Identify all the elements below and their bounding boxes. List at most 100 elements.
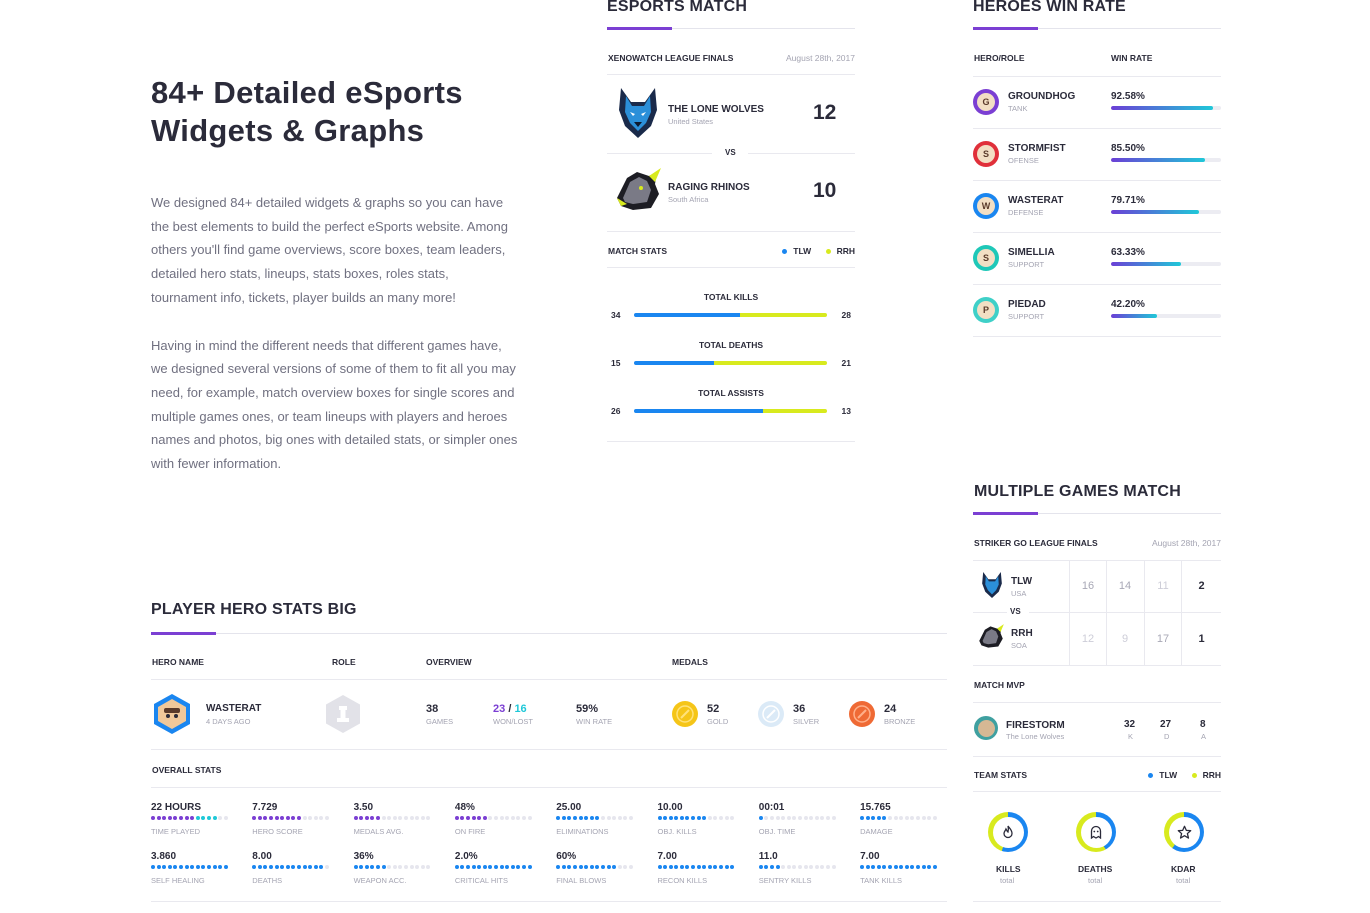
overall-stat-value: 60% (556, 851, 577, 862)
hero-name[interactable]: STORMFIST (1008, 143, 1066, 154)
hero-role: DEFENSE (1008, 208, 1044, 217)
hero-avatar: G (973, 89, 999, 115)
hero-name[interactable]: SIMELLIA (1008, 247, 1055, 258)
hero-name[interactable]: WASTERAT (1008, 195, 1064, 206)
hero-win-rate: 79.71% (1111, 195, 1145, 206)
overall-stat-dots (556, 816, 633, 820)
hero-role: OFENSE (1008, 156, 1039, 165)
divider (973, 560, 1221, 561)
vs-divider-right (1029, 612, 1069, 613)
overall-stat-label: CRITICAL HITS (454, 876, 508, 885)
rrh-legend-dot (825, 249, 831, 255)
multiple-games-widget: MULTIPLE GAMES MATCH STRIKER GO LEAGUE F… (973, 480, 1221, 905)
team1-total: 2 (1181, 560, 1221, 612)
league-name: STRIKER GO LEAGUE FINALS (974, 538, 1098, 548)
mvp-deaths: 27 (1160, 719, 1172, 730)
wolf-logo-icon[interactable] (615, 86, 661, 140)
overall-stat-value: 8.00 (252, 851, 272, 862)
stat-left-value: 26 (611, 406, 621, 416)
win-rate-bar-fill (1111, 158, 1206, 162)
vs-divider-left (973, 612, 1007, 613)
overall-stat-dots (252, 816, 330, 820)
role-defense-icon (324, 694, 362, 734)
overall-stat-value: 3.860 (151, 851, 177, 862)
divider (973, 901, 1221, 902)
team2-total: 1 (1181, 613, 1221, 665)
gold-label: GOLD (707, 717, 729, 726)
overall-stat-value: 36% (353, 851, 374, 862)
mvp-name[interactable]: FIRESTORM (1006, 720, 1065, 731)
hero-avatar (151, 693, 193, 735)
kills-ring (988, 812, 1028, 852)
match-date: August 28th, 2017 (785, 53, 855, 63)
overall-stat-value: 25.00 (556, 802, 582, 813)
intro-section: 84+ Detailed eSports Widgets & Graphs We… (151, 74, 521, 476)
divider (151, 901, 947, 902)
overall-stat-dots (252, 865, 330, 869)
stat-bar-tlw (634, 313, 740, 317)
hero-name[interactable]: WASTERAT (206, 703, 262, 714)
col-role: ROLE (332, 657, 356, 667)
overall-stat-value: 7.00 (657, 851, 677, 862)
win-rate-bar (1111, 314, 1221, 318)
hero-name[interactable]: PIEDAD (1008, 299, 1046, 310)
stat-label: TOTAL KILLS (703, 292, 759, 302)
win-rate-bar-fill (1111, 314, 1158, 318)
col-hero-name: HERO NAME (152, 657, 204, 667)
match-mvp-label: MATCH MVP (974, 680, 1025, 690)
game3-team2-score: 17 (1144, 613, 1181, 665)
team2-country: SOA (1011, 641, 1027, 650)
game3-team1-score: 11 (1144, 560, 1181, 612)
overall-stat-value: 00:01 (758, 802, 785, 813)
intro-paragraph-2: Having in mind the different needs that … (151, 337, 518, 472)
divider (607, 441, 855, 442)
overall-stat-dots (860, 865, 937, 869)
team1-abbr[interactable]: TLW (1011, 576, 1033, 587)
team2-name[interactable]: RAGING RHINOS (668, 182, 750, 193)
overall-stat-dots (454, 816, 532, 820)
hero-avatar: S (973, 245, 999, 271)
esports-match-widget: ESPORTS MATCH XENOWATCH LEAGUE FINALS Au… (607, 0, 855, 445)
games-label: GAMES (426, 717, 454, 726)
heading-rule (973, 513, 1221, 514)
ghost-icon (1090, 825, 1102, 839)
overall-stat-label: OBJ. TIME (758, 827, 796, 836)
player-hero-stats-heading: PLAYER HERO STATS BIG (151, 601, 357, 618)
bronze-label: BRONZE (884, 717, 916, 726)
overall-stat-label: OBJ. KILLS (657, 827, 697, 836)
rhino-logo-icon[interactable] (613, 168, 663, 214)
overall-stat-label: TANK KILLS (860, 876, 903, 885)
win-rate-bar-fill (1111, 262, 1181, 266)
heading-accent (973, 512, 1038, 515)
won-lost-label: WON/LOST (493, 717, 534, 726)
overall-stats-label: OVERALL STATS (152, 765, 222, 775)
divider (151, 679, 947, 680)
deaths-ring-sub: total (1088, 876, 1103, 885)
divider (973, 791, 1221, 792)
heroes-win-rate-heading: HEROES WIN RATE (973, 0, 1126, 15)
team1-name[interactable]: THE LONE WOLVES (668, 104, 764, 115)
overall-stat-label: DAMAGE (860, 827, 893, 836)
team2-abbr[interactable]: RRH (1011, 628, 1033, 639)
win-rate-label: WIN RATE (576, 717, 613, 726)
overall-stat-label: RECON KILLS (657, 876, 708, 885)
gold-count: 52 (707, 703, 720, 715)
stat-right-value: 13 (841, 406, 851, 416)
hero-avatar: S (973, 141, 999, 167)
overall-stat-value: 11.0 (758, 851, 778, 862)
heading-rule (607, 28, 855, 29)
overall-stat-label: MEDALS AVG. (353, 827, 404, 836)
overall-stat-dots (151, 865, 228, 869)
overall-stat-label: WEAPON ACC. (353, 876, 407, 885)
silver-medal-icon (758, 701, 784, 727)
hero-name[interactable]: GROUNDHOG (1008, 91, 1076, 102)
stat-bar-rrh (763, 409, 827, 413)
flame-icon (1003, 825, 1013, 839)
mvp-kills-label: K (1128, 732, 1134, 741)
team-stats-legend: TLW RRH (1148, 770, 1221, 780)
stat-bar (634, 409, 827, 413)
col-overview: OVERVIEW (426, 657, 472, 667)
overall-stat-dots (353, 816, 431, 820)
divider (607, 74, 855, 75)
divider (607, 231, 855, 232)
